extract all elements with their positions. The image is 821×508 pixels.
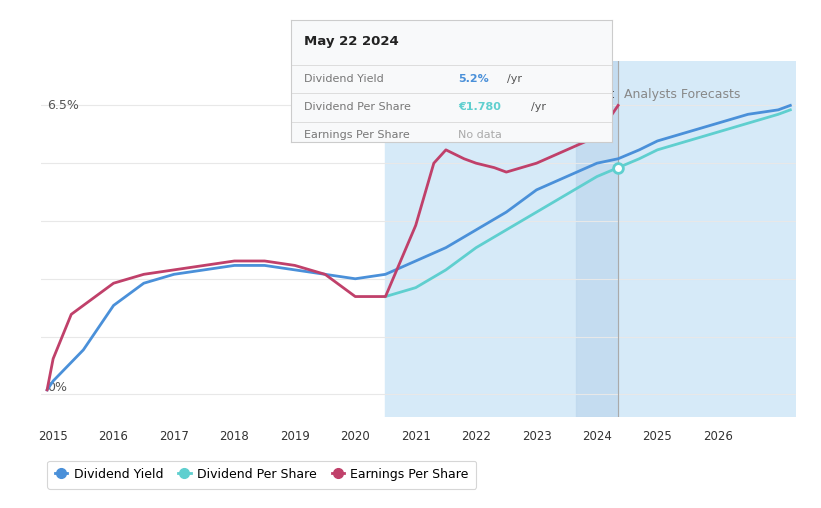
Text: 2025: 2025 <box>643 430 672 443</box>
Text: 2016: 2016 <box>99 430 129 443</box>
Text: /yr: /yr <box>507 74 521 84</box>
Text: 6.5%: 6.5% <box>47 99 79 112</box>
Text: May 22 2024: May 22 2024 <box>305 35 399 48</box>
Text: Dividend Per Share: Dividend Per Share <box>305 102 411 112</box>
Text: 2021: 2021 <box>401 430 431 443</box>
Legend: Dividend Yield, Dividend Per Share, Earnings Per Share: Dividend Yield, Dividend Per Share, Earn… <box>48 461 476 489</box>
Text: 2017: 2017 <box>159 430 189 443</box>
Text: 0%: 0% <box>47 382 67 394</box>
Text: 2023: 2023 <box>521 430 552 443</box>
Bar <box>576 61 618 417</box>
Text: Earnings Per Share: Earnings Per Share <box>305 130 410 140</box>
Text: 2019: 2019 <box>280 430 310 443</box>
Text: 2015: 2015 <box>39 430 68 443</box>
Text: €1.780: €1.780 <box>458 102 501 112</box>
Text: No data: No data <box>458 130 502 140</box>
Text: 2018: 2018 <box>219 430 250 443</box>
Text: 2020: 2020 <box>341 430 370 443</box>
Bar <box>386 61 796 417</box>
Text: 2026: 2026 <box>703 430 733 443</box>
Text: 2022: 2022 <box>461 430 491 443</box>
Text: Past: Past <box>589 87 615 101</box>
Text: 2024: 2024 <box>582 430 612 443</box>
Text: Dividend Yield: Dividend Yield <box>305 74 384 84</box>
Text: /yr: /yr <box>531 102 546 112</box>
Text: 5.2%: 5.2% <box>458 74 488 84</box>
Text: Analysts Forecasts: Analysts Forecasts <box>624 87 741 101</box>
